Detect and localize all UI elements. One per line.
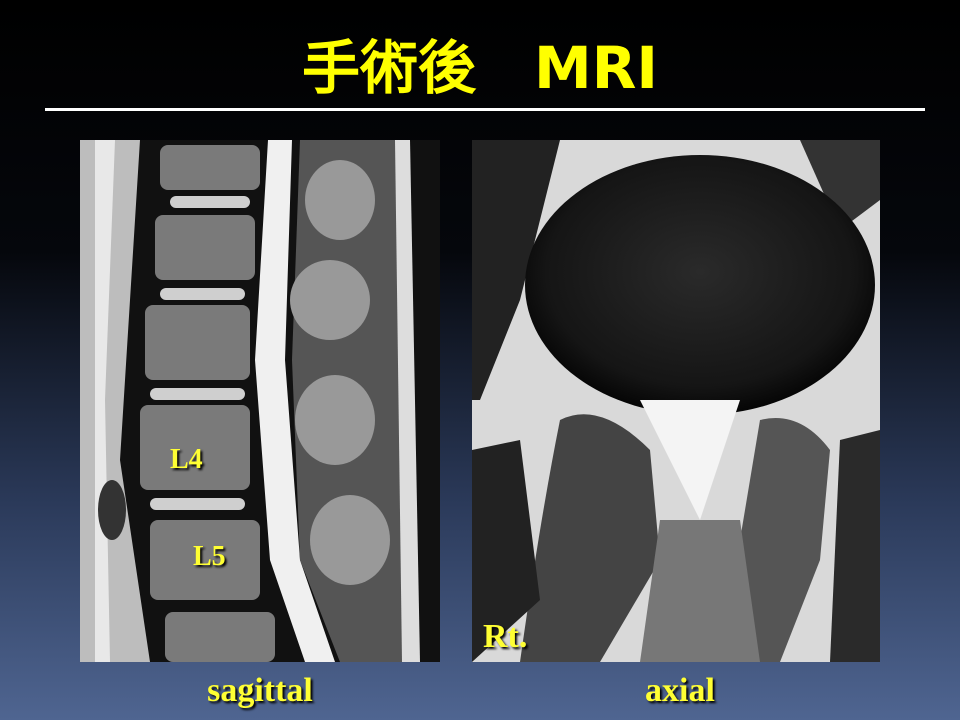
vertebra-label: L4	[170, 444, 203, 475]
axial-image	[472, 140, 880, 662]
divider	[45, 108, 925, 111]
title: 手術後 MRI	[302, 34, 658, 102]
image-caption: axial	[645, 672, 715, 709]
sagittal-image	[80, 140, 440, 662]
vertebra-label: L5	[193, 541, 226, 572]
side-label: Rt.	[483, 618, 528, 655]
image-caption: sagittal	[207, 672, 313, 709]
